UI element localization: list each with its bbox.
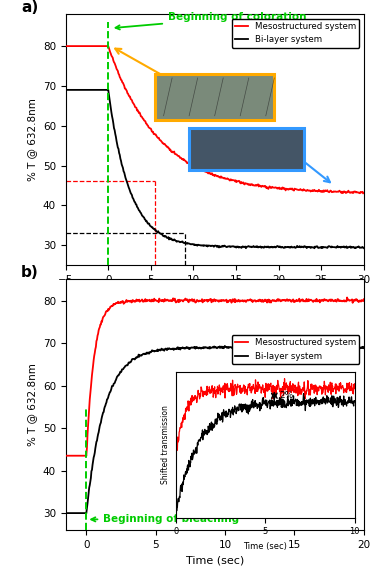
Text: a): a): [21, 0, 38, 15]
Bar: [189, 128, 304, 169]
Text: Beginning of bleaching: Beginning of bleaching: [91, 514, 239, 524]
X-axis label: Time (sec): Time (sec): [186, 555, 244, 565]
Legend: Mesostructured system, Bi-layer system: Mesostructured system, Bi-layer system: [231, 19, 360, 48]
Y-axis label: % T @ 632.8nm: % T @ 632.8nm: [27, 98, 37, 181]
Y-axis label: % T @ 632.8nm: % T @ 632.8nm: [27, 363, 37, 446]
Legend: Mesostructured system, Bi-layer system: Mesostructured system, Bi-layer system: [231, 335, 360, 364]
X-axis label: Time (sec): Time (sec): [186, 290, 244, 300]
Text: b): b): [21, 265, 39, 280]
Bar: [155, 74, 274, 120]
Text: Beginning of coloration: Beginning of coloration: [116, 12, 306, 30]
